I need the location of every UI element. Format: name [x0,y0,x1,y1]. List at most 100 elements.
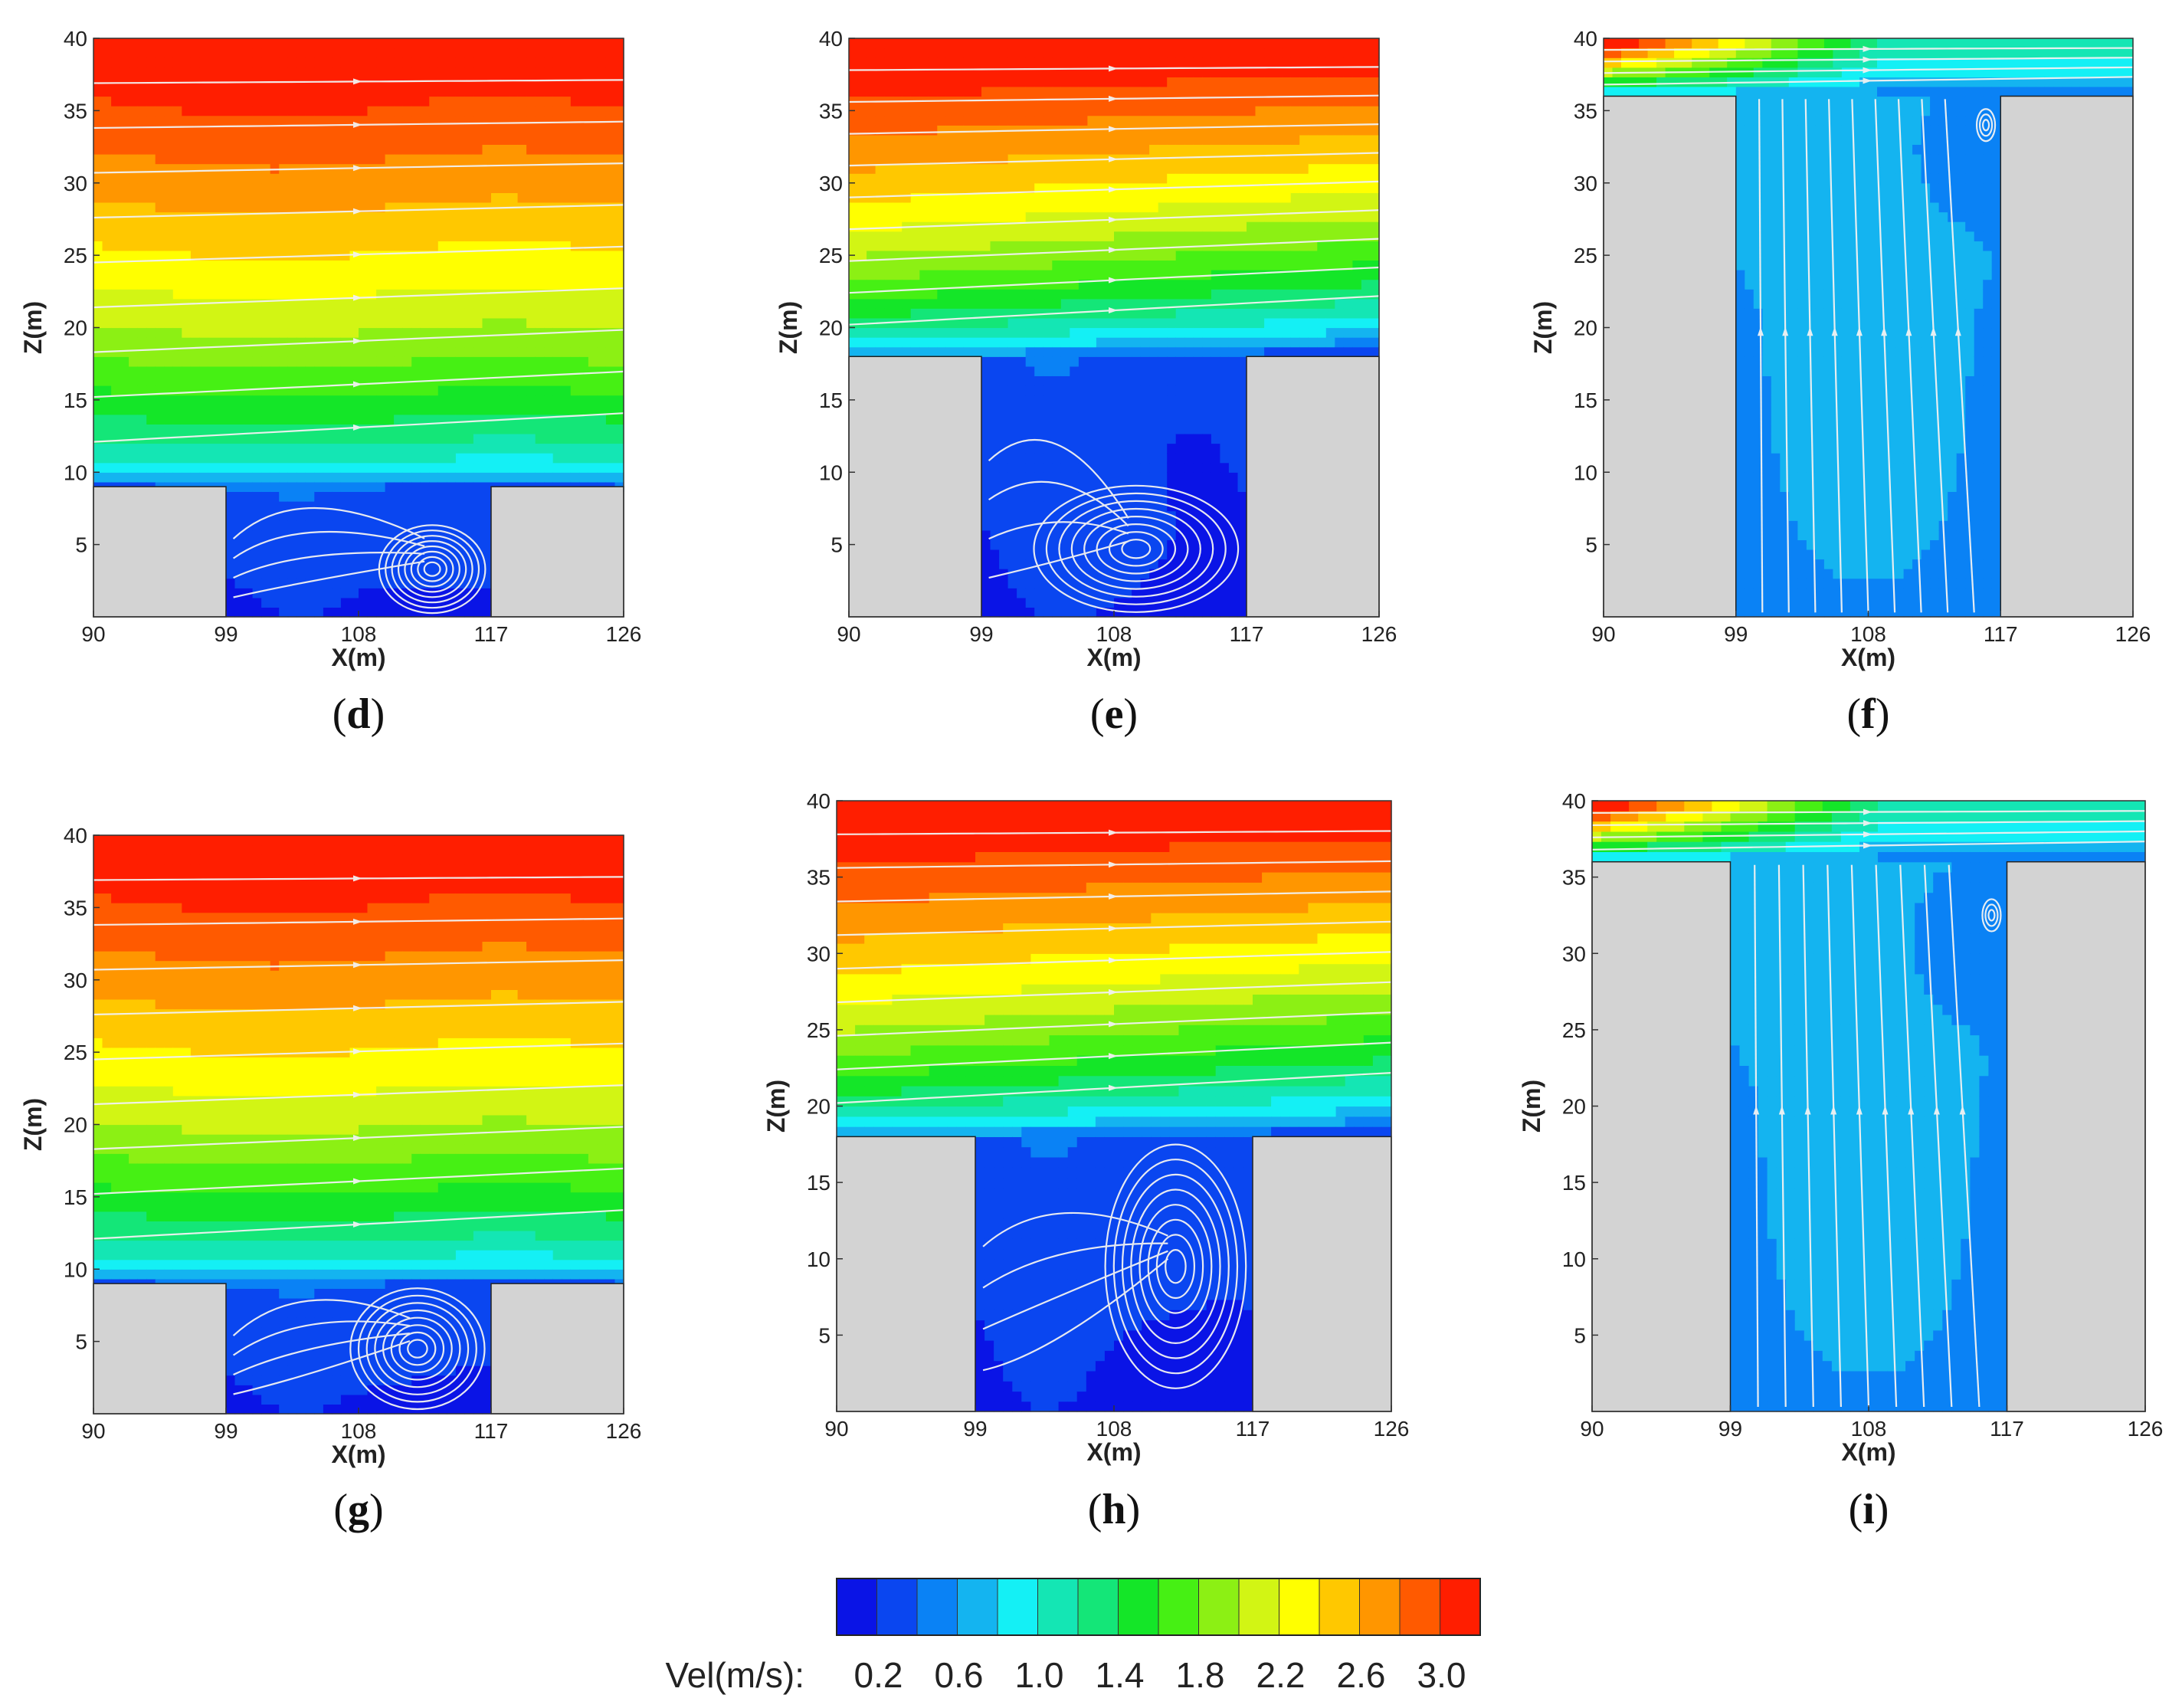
field-cell [1140,298,1150,309]
field-cell [579,154,589,165]
field-cell [394,115,404,126]
field-cell [588,134,598,145]
field-cell [535,270,545,280]
field-cell [535,48,545,58]
field-cell [981,510,991,521]
field-cell [217,405,227,415]
field-cell [1087,578,1097,588]
field-cell [437,211,447,222]
field-cell [614,453,624,464]
field-cell [981,549,991,560]
field-cell [305,57,315,68]
field-cell [552,134,562,145]
field-cell [129,154,139,165]
field-cell [588,308,598,319]
field-cell [857,67,867,77]
field-cell [500,443,509,454]
field-cell [910,57,920,68]
field-cell [1017,202,1027,213]
field-cell [482,337,492,348]
field-cell [1043,539,1053,550]
field-cell [509,327,519,338]
field-cell [937,163,947,174]
field-cell [1122,173,1132,184]
field-cell [182,317,192,329]
field-cell [279,270,289,280]
field-cell [1052,173,1062,184]
field-cell [849,270,859,280]
field-cell [937,279,947,290]
field-cell [1017,424,1027,434]
field-cell [199,57,209,68]
field-cell [562,134,572,145]
field-cell [429,163,439,174]
field-cell [464,270,474,280]
field-cell [1122,270,1132,280]
field-cell [945,202,955,213]
field-cell [902,279,912,290]
field-cell [261,569,271,579]
field-cell [535,395,545,405]
field-cell [287,443,297,454]
field-cell [1043,405,1053,415]
field-cell [385,443,395,454]
field-cell [491,298,501,309]
field-cell [910,270,920,280]
field-cell [491,67,501,77]
field-cell [544,385,554,396]
field-cell [447,106,457,116]
field-cell [287,405,297,415]
field-cell [411,144,421,155]
field-cell [937,106,947,116]
field-cell [420,424,430,434]
field-cell [102,57,112,68]
field-cell [385,453,395,464]
field-cell [182,289,192,300]
field-cell [990,144,1000,155]
field-cell [928,211,938,222]
field-cell [323,607,333,618]
field-cell [217,202,227,213]
field-cell [1132,192,1142,203]
field-cell [945,106,955,116]
field-cell [605,67,615,77]
field-cell [252,182,262,193]
field-cell [605,38,615,49]
field-cell [287,597,297,608]
field-cell [1096,385,1106,396]
field-cell [332,405,342,415]
field-cell [208,106,218,116]
field-cell [1007,559,1017,569]
field-cell [208,144,218,155]
field-cell [491,289,501,300]
field-cell [981,520,991,531]
field-cell [1140,433,1150,444]
field-cell [526,125,536,136]
field-cell [314,597,324,608]
field-cell [217,38,227,49]
field-cell [287,395,297,405]
field-cell [614,308,624,319]
field-cell [332,559,342,569]
field-cell [928,231,938,241]
field-cell [208,96,218,107]
field-cell [1052,115,1062,126]
field-cell [928,298,938,309]
field-cell [605,366,615,376]
field-cell [1078,86,1088,97]
field-cell [1096,414,1106,425]
field-cell [1043,501,1053,512]
field-cell [910,125,920,136]
field-cell [340,115,350,126]
field-cell [464,182,474,193]
field-cell [429,96,439,107]
field-cell [234,96,244,107]
field-cell [1034,192,1044,203]
field-cell [332,597,342,608]
field-cell [217,231,227,241]
field-cell [394,346,404,357]
field-cell [893,115,903,126]
field-cell [875,67,885,77]
field-cell [111,385,121,396]
field-cell [1122,337,1132,348]
